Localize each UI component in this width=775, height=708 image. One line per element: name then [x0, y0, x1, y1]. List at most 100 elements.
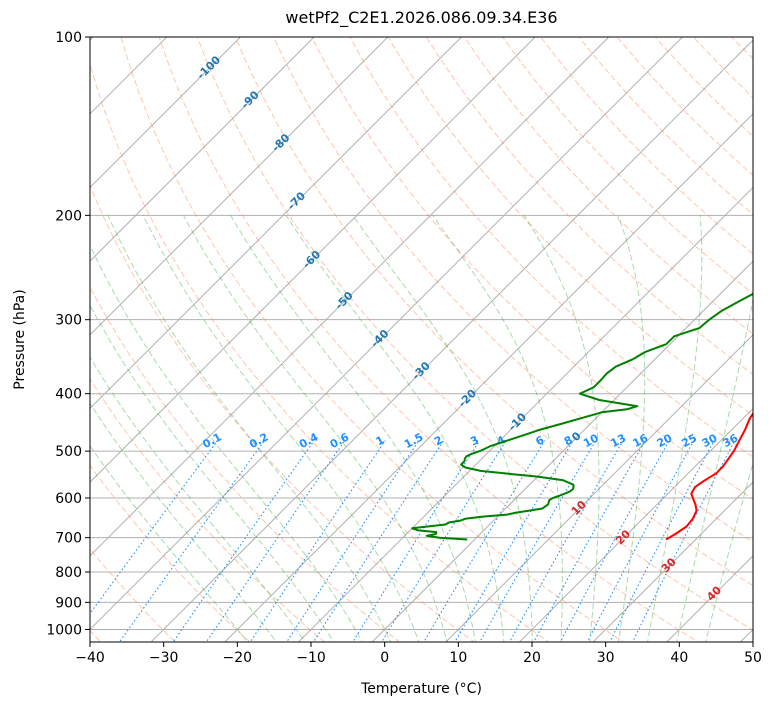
dry-adiabat: [540, 37, 753, 255]
isotherm-line: [90, 37, 684, 631]
mixing-ratio-label: 30: [700, 431, 720, 450]
dry-adiabat: [90, 548, 176, 642]
y-tick-label: 300: [55, 313, 82, 329]
mixing-ratio-line: [172, 440, 315, 642]
x-tick-label: −40: [75, 650, 105, 666]
dry-adiabat: [730, 37, 753, 60]
isotherm-label: -10: [506, 410, 529, 433]
isotherm-line: [666, 555, 753, 642]
dry-adiabat: [234, 37, 753, 587]
moist-adiabat: [90, 244, 363, 642]
moist-adiabat: [705, 461, 753, 642]
mixing-ratio-label: 0.1: [200, 430, 223, 451]
mixing-ratio-line: [423, 440, 546, 642]
x-axis-label: Temperature (°C): [360, 681, 482, 697]
dry-adiabat: [578, 37, 753, 216]
isotherm-label: -100: [194, 53, 223, 82]
isotherm-line: [224, 113, 753, 642]
x-tick-label: 50: [744, 650, 762, 666]
isotherm-label: -70: [285, 189, 308, 212]
moist-adiabat: [183, 215, 448, 642]
dry-adiabat: [273, 37, 753, 543]
isotherm-line: [371, 260, 753, 642]
y-tick-label: 600: [55, 491, 82, 507]
isotherm-label: -20: [456, 387, 479, 410]
isotherm-label: -30: [410, 359, 433, 382]
mixing-ratio-line: [533, 440, 646, 642]
isotherm-line: [518, 407, 753, 642]
dry-adiabat: [502, 37, 753, 295]
mixing-ratio-line: [286, 440, 420, 642]
dry-adiabat: [743, 10, 775, 654]
mixing-ratio-line: [118, 440, 265, 642]
dry-adiabat: [349, 37, 753, 458]
moist-adiabat: [142, 215, 420, 642]
moist-adiabat: [107, 215, 392, 642]
mixing-ratio-line: [586, 440, 695, 642]
y-tick-label: 800: [55, 565, 82, 581]
x-tick-label: −20: [223, 650, 253, 666]
y-tick-label: 500: [55, 444, 82, 460]
x-tick-label: 40: [670, 650, 688, 666]
moist-adiabat: [617, 215, 646, 642]
isotherm-label: -50: [333, 289, 356, 312]
x-tick-label: 30: [597, 650, 615, 666]
isotherm-label: -60: [300, 248, 323, 271]
mixing-ratio-label: 36: [721, 431, 741, 450]
moist-adiabat: [90, 356, 306, 642]
mixing-ratio-label: 3: [468, 433, 481, 448]
temperature-profile-line: [665, 411, 753, 541]
y-tick-label: 100: [55, 30, 82, 46]
isotherm-label: -90: [239, 88, 262, 111]
dry-adiabat: [616, 37, 753, 176]
moist-adiabat: [432, 215, 563, 642]
y-tick-label: 1000: [46, 622, 82, 638]
mixing-ratio-label: 0.4: [297, 430, 321, 451]
axes-frame: [89, 36, 754, 643]
y-tick-label: 700: [55, 531, 82, 547]
dewpoint-profile-line: [411, 292, 753, 541]
isotherm-line: [90, 37, 315, 262]
dry-adiabat: [90, 464, 251, 642]
isotherm-line: [90, 37, 463, 410]
dry-adiabat: [311, 37, 753, 500]
dry-adiabat: [463, 37, 753, 335]
isotherm-line: [90, 37, 389, 336]
mixing-ratio-label: 13: [609, 431, 629, 450]
dry-adiabat: [158, 37, 700, 642]
x-tick-label: −30: [149, 650, 179, 666]
dry-adiabat: [120, 37, 625, 642]
mixing-ratio-line: [508, 440, 624, 642]
moist-adiabat: [230, 215, 477, 642]
isotherm-label: -40: [368, 327, 391, 350]
x-tick-label: 10: [449, 650, 467, 666]
mixing-ratio-label: 10: [581, 431, 601, 450]
dry-adiabat: [90, 286, 401, 642]
dry-adiabat: [90, 62, 550, 642]
isotherm-line: [297, 186, 753, 642]
moist-adiabat: [90, 445, 249, 642]
isotherm-line: [150, 39, 753, 642]
x-tick-label: 0: [380, 650, 389, 666]
mixing-ratio-label: 1.5: [402, 430, 425, 451]
moist-adiabat: [647, 215, 703, 642]
isotherm-label: 10: [569, 498, 589, 518]
y-axis-label: Pressure (hPa): [12, 289, 28, 389]
mixing-ratio-label: 0.6: [328, 430, 352, 451]
chart-title: wetPf2_C2E1.2026.086.09.34.E36: [285, 8, 558, 27]
isotherm-line: [592, 481, 753, 642]
mixing-ratio-line: [249, 440, 386, 642]
moist-adiabat: [352, 215, 533, 642]
mixing-ratio-label: 25: [679, 431, 699, 450]
moist-adiabat: [90, 402, 278, 642]
y-tick-label: 200: [55, 208, 82, 224]
plot-area: 0.1 0.2 0.4 0.6 1 1.5 2 3 4 6 8 10 13 16 20 25 30 36-100-…: [90, 10, 775, 654]
isotherm-line: [90, 37, 242, 189]
mixing-ratio-line: [205, 440, 346, 642]
isotherm-label: -80: [269, 131, 292, 154]
dry-adiabat: [196, 37, 753, 631]
dry-adiabat: [90, 184, 475, 642]
mixing-ratio-label: 16: [631, 431, 651, 450]
